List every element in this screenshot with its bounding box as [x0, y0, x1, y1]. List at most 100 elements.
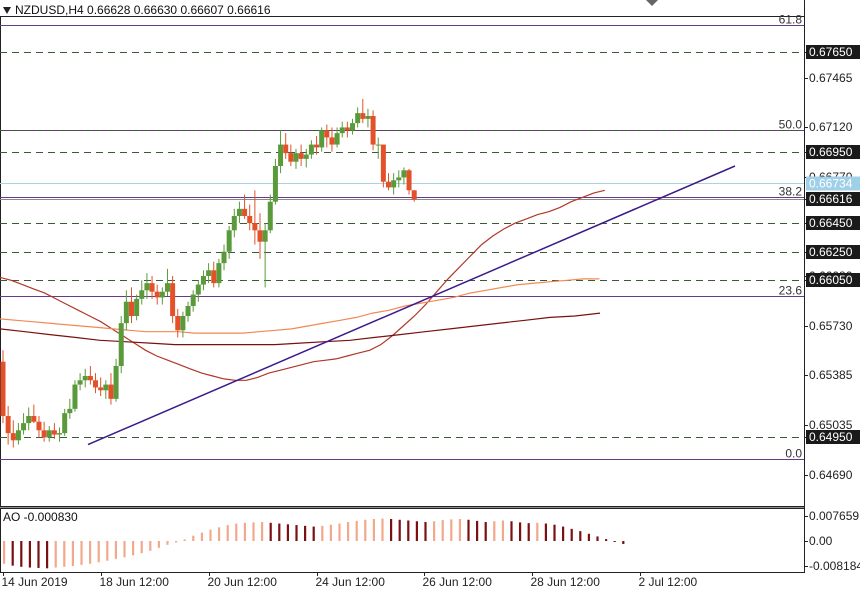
time-axis-label: 24 Jun 12:00 — [316, 575, 386, 589]
candle-body — [319, 130, 325, 148]
ao-bar — [37, 541, 40, 568]
ao-bar — [252, 522, 255, 541]
ao-bar — [106, 541, 109, 561]
current-price-label: 0.66616 — [809, 192, 853, 206]
ao-bar — [536, 522, 539, 541]
time-axis-label: 28 Jun 12:00 — [531, 575, 601, 589]
candle-body — [401, 170, 407, 178]
candle-body — [103, 384, 109, 391]
candle-body — [31, 416, 37, 422]
candle-body — [216, 263, 222, 284]
candle-body — [41, 430, 47, 438]
candle-body — [139, 290, 145, 299]
candle-body — [144, 283, 150, 291]
ao-bar — [605, 539, 608, 541]
ao-axis-label: -0.008184 — [809, 559, 860, 573]
candle-body — [5, 416, 11, 434]
ao-bar — [261, 522, 264, 541]
ao-bar — [544, 523, 547, 541]
moving-average-line — [0, 312, 601, 346]
candle-body — [386, 181, 391, 188]
ao-bar — [519, 522, 522, 541]
scroll-marker-icon — [646, 0, 658, 6]
candle-body — [370, 116, 376, 145]
collapse-triangle-icon[interactable] — [3, 7, 11, 15]
ao-bar — [54, 541, 57, 568]
symbol-label: NZDUSD,H4 — [15, 3, 84, 17]
price-axis-label: 0.65035 — [809, 418, 853, 432]
ao-bar — [11, 541, 14, 566]
candle-body — [360, 113, 366, 119]
price-axis-label: 0.67120 — [809, 120, 853, 134]
candle-body — [113, 366, 119, 399]
ao-bar — [364, 519, 367, 541]
time-axis-label: 20 Jun 12:00 — [208, 575, 278, 589]
level-price-box — [806, 45, 860, 59]
candle-body — [231, 216, 237, 231]
candle-body — [21, 423, 27, 431]
candle-body — [283, 144, 289, 154]
ao-bar — [20, 541, 23, 567]
ao-bar — [140, 541, 143, 554]
candle-body — [175, 316, 181, 331]
candle-body — [87, 376, 93, 381]
ao-bar — [200, 532, 203, 541]
candle-body — [226, 230, 232, 252]
ao-bar — [484, 522, 487, 541]
ao-bar — [433, 521, 436, 541]
ao-bar — [28, 541, 31, 568]
level-price-label: 0.66950 — [809, 145, 853, 159]
ao-bar — [613, 541, 616, 542]
candle-body — [51, 430, 57, 435]
ao-bar — [329, 524, 332, 541]
ao-bar — [390, 518, 393, 541]
ao-bar — [183, 539, 186, 541]
chart-title: NZDUSD,H4 0.66628 0.66630 0.66607 0.6661… — [3, 3, 271, 17]
candle-body — [62, 413, 68, 434]
ao-plot-frame — [0, 508, 805, 573]
candle-body — [149, 283, 155, 292]
ao-bar — [458, 518, 461, 541]
fib-level-label: 50.0 — [779, 118, 803, 132]
candle-body — [272, 166, 278, 202]
candle-body — [93, 380, 99, 388]
fib-level-label: 0.0 — [785, 447, 802, 461]
candle-body — [180, 316, 186, 331]
ao-bar — [338, 523, 341, 541]
level-price-box — [806, 245, 860, 259]
candle-body — [195, 284, 201, 295]
trendline — [87, 165, 736, 446]
candle-body — [406, 170, 412, 191]
ao-bar — [132, 541, 135, 556]
time-axis-label: 2 Jul 12:00 — [639, 575, 698, 589]
ao-bar — [355, 520, 358, 541]
candle-body — [247, 216, 253, 224]
ao-bar — [209, 529, 212, 541]
price-axis-label: 0.65730 — [809, 319, 853, 333]
ao-bar — [226, 525, 229, 541]
fib-level-label: 23.6 — [779, 284, 803, 298]
ao-bar — [304, 525, 307, 541]
ao-bar — [312, 526, 315, 541]
moving-average-line — [0, 189, 605, 381]
moving-average-line — [0, 278, 600, 334]
ao-bar — [269, 522, 272, 541]
ao-bar — [415, 521, 418, 541]
ao-bar — [476, 520, 479, 541]
ao-bar — [80, 541, 83, 565]
ao-bar — [97, 541, 100, 563]
candle-body — [15, 430, 21, 441]
candle-body — [293, 153, 299, 162]
candle-body — [329, 137, 335, 145]
ao-bar — [235, 523, 238, 541]
candle-body — [236, 208, 242, 216]
ao-bar — [218, 527, 221, 541]
ohlc-values: 0.66628 0.66630 0.66607 0.66616 — [87, 3, 271, 17]
ao-bar — [381, 518, 384, 541]
ao-bar — [622, 541, 625, 545]
ao-bar — [372, 518, 375, 541]
ao-bar — [46, 541, 49, 569]
ao-bar — [71, 541, 74, 567]
candle-body — [72, 384, 78, 409]
